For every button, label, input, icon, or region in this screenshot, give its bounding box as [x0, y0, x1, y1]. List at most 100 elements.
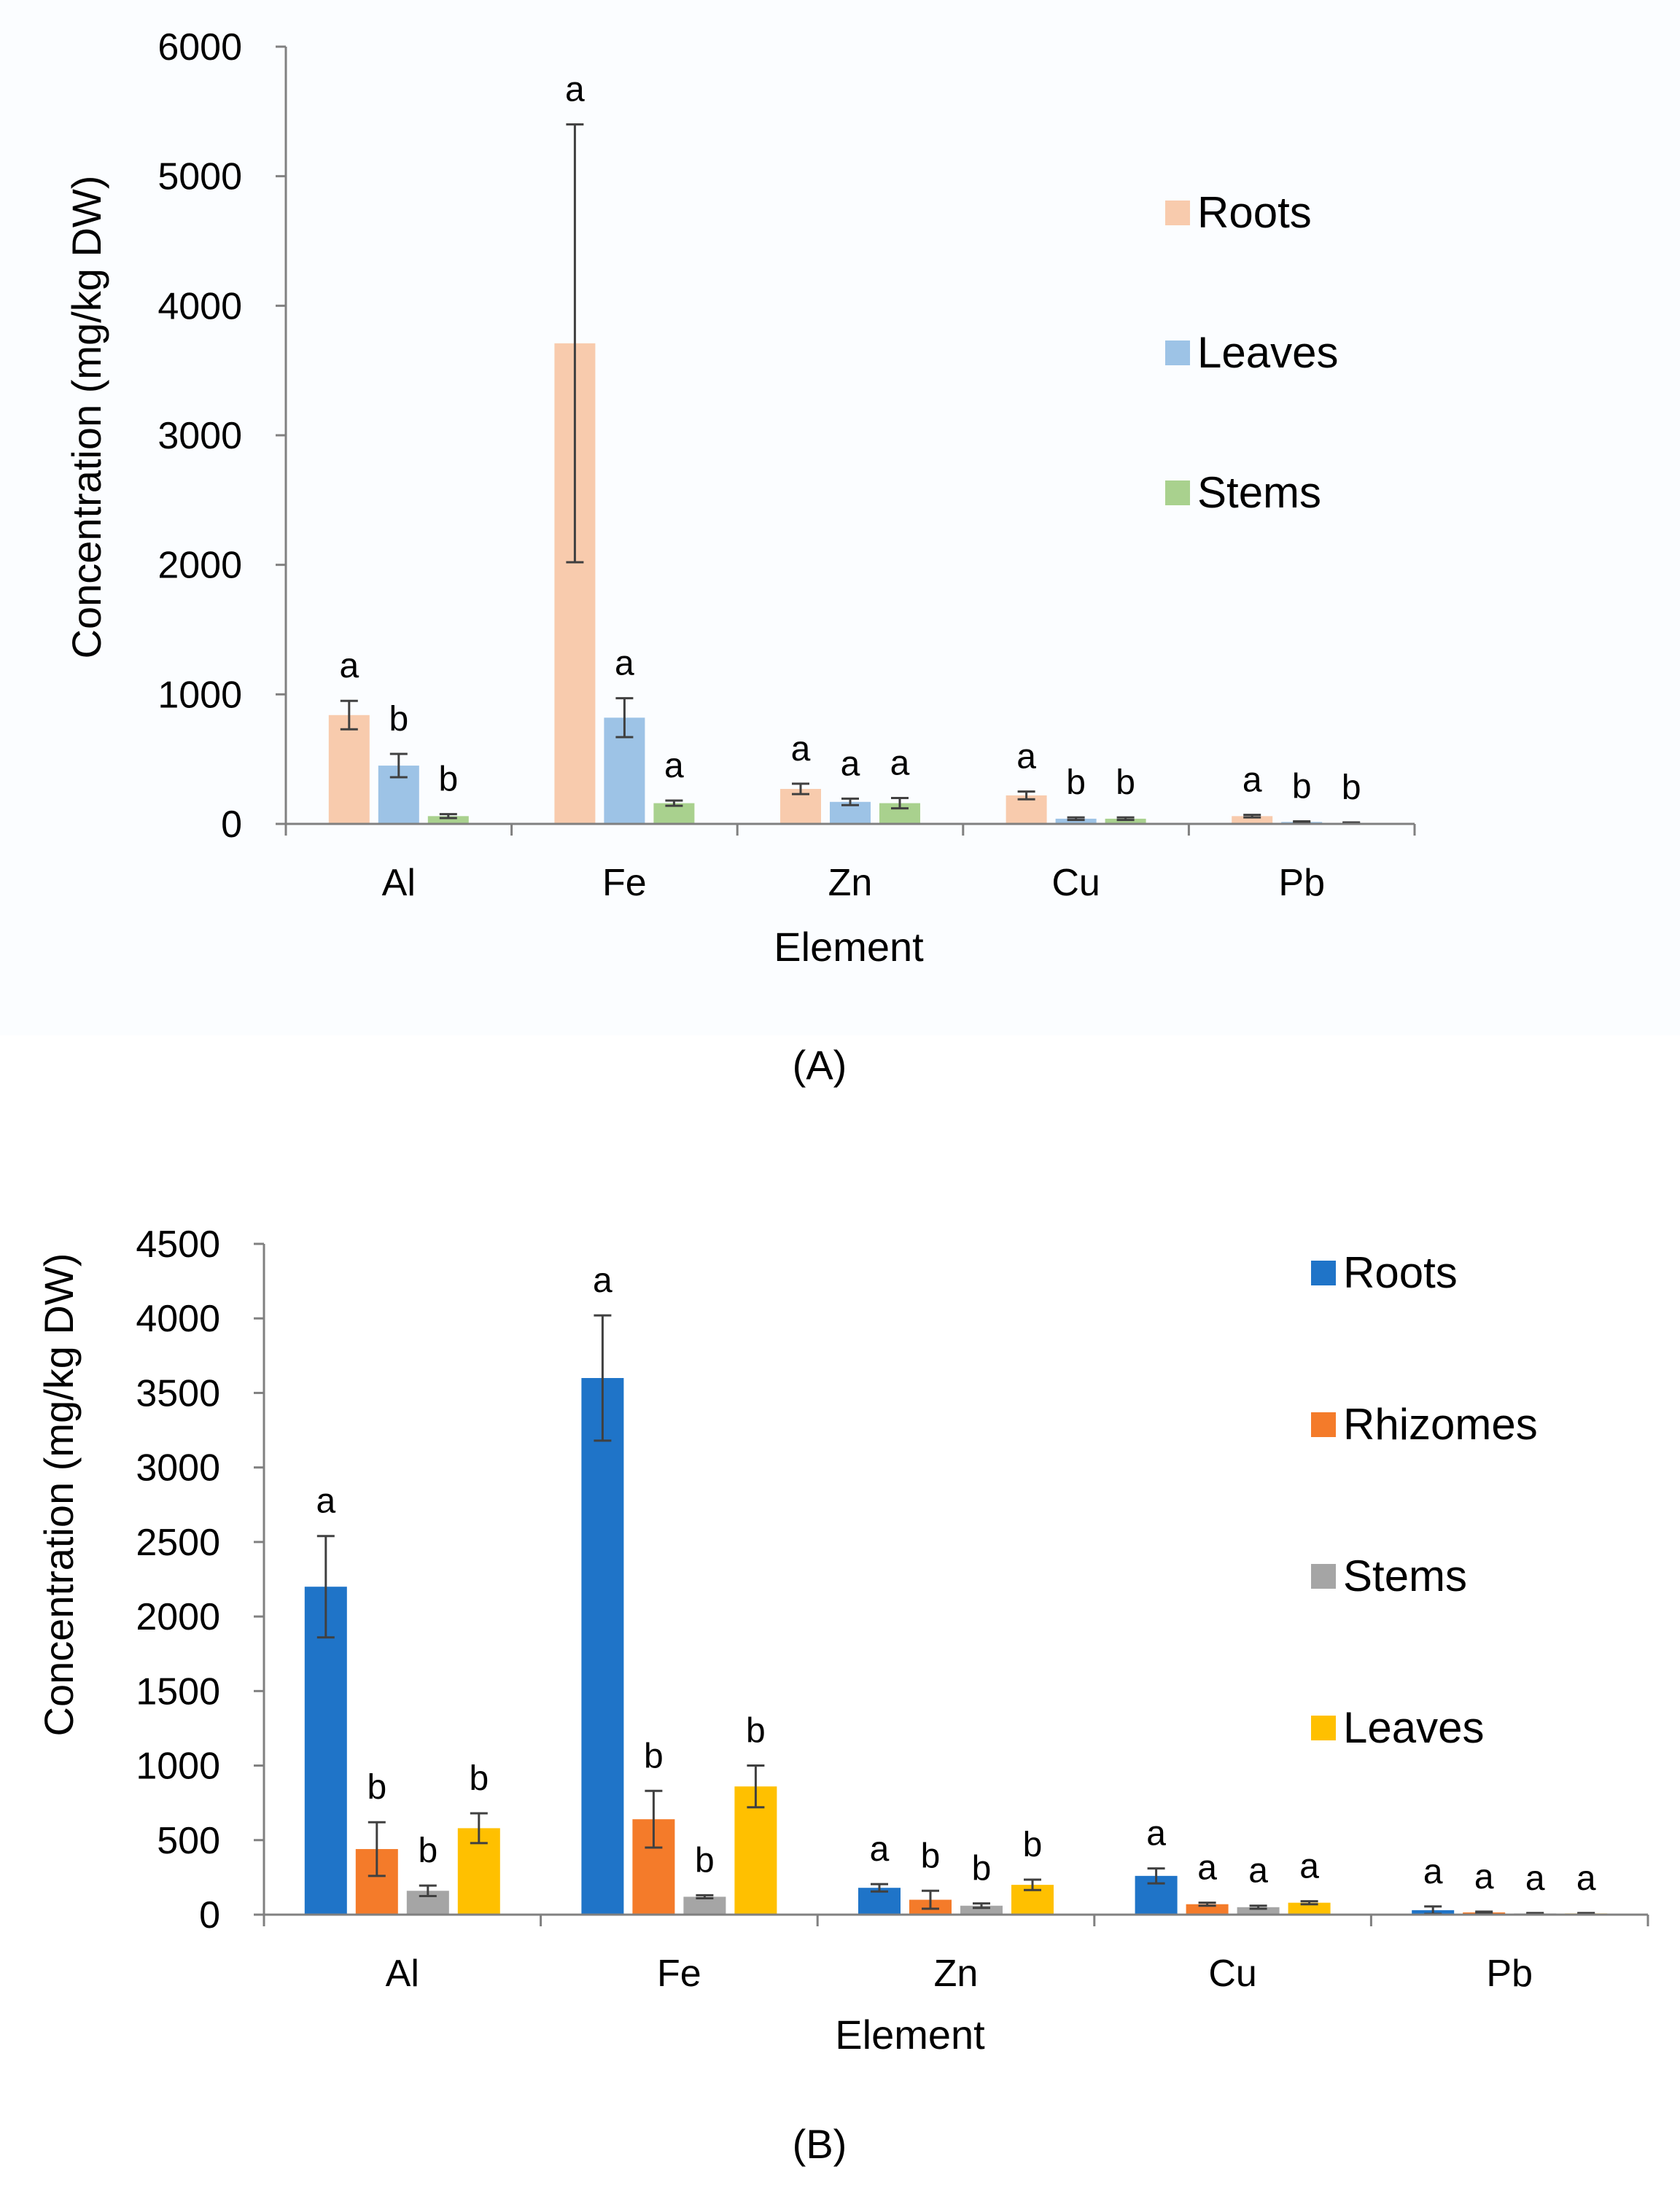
- chart-a-bar-roots-pb: [1232, 816, 1273, 824]
- chart-b-significance-letter: a: [316, 1482, 335, 1521]
- chart-a-x-tick-label-pb: Pb: [1278, 862, 1325, 904]
- chart-a-legend: Roots Leaves Stems: [1165, 188, 1338, 517]
- chart-a-x-tick-label-al: Al: [382, 862, 416, 904]
- chart-b-bar-roots-fe: [581, 1378, 624, 1915]
- chart-a-significance-letter: a: [1242, 761, 1262, 800]
- chart-b-error-bars: [316, 1314, 1595, 1915]
- chart-a-y-tick-label: 3000: [158, 415, 242, 457]
- chart-b-bar-roots-al: [304, 1587, 347, 1915]
- chart-b-significance-letter: a: [1146, 1815, 1166, 1853]
- chart-b-significance-letter: a: [1248, 1852, 1268, 1891]
- chart-b-x-tick-label-fe: Fe: [657, 1953, 701, 1995]
- chart-b-y-axis-title: Concentration (mg/kg DW): [36, 1253, 82, 1737]
- chart-b-bar-stems-zn: [960, 1905, 1003, 1915]
- chart-b-significance-letter: a: [1423, 1853, 1443, 1891]
- chart-a-legend-label-roots: Roots: [1197, 188, 1312, 237]
- chart-a-bar-stems-cu: [1105, 818, 1146, 824]
- chart-b-legend-label-roots: Roots: [1343, 1248, 1458, 1297]
- chart-b-y-tick-label: 0: [199, 1894, 220, 1937]
- chart-a-y-tick-label: 5000: [158, 156, 242, 198]
- chart-b-legend: Roots Rhizomes Stems Leaves: [1311, 1248, 1538, 1752]
- chart-a-significance-letter: a: [841, 744, 860, 783]
- panel-a-background: [0, 0, 1680, 1035]
- chart-a-legend-label-leaves: Leaves: [1197, 328, 1338, 377]
- chart-b-y-tick-label: 4500: [136, 1223, 220, 1266]
- chart-a-bar-stems-al: [427, 816, 469, 824]
- chart-b-bar-rhizomes-cu: [1186, 1904, 1229, 1915]
- chart-b-y-tick-label: 3500: [136, 1372, 220, 1414]
- chart-b-legend-label-leaves: Leaves: [1343, 1703, 1484, 1752]
- chart-b-significance-letter: b: [469, 1759, 489, 1798]
- chart-b-bar-leaves-cu: [1288, 1902, 1331, 1915]
- chart-a-significance-letter: b: [1116, 763, 1135, 802]
- chart-b-y-ticks: 0 500 1000 1500 2000 2500 3000 3500 4000 4500: [136, 1223, 264, 1937]
- chart-a-x-ticks: Al Fe Zn Cu Pb: [284, 824, 1416, 904]
- chart-b-legend-label-stems: Stems: [1343, 1552, 1467, 1600]
- chart-b-significance-letter: a: [1576, 1859, 1596, 1898]
- chart-b-significance-letter: a: [870, 1830, 890, 1869]
- chart-a-legend-swatch-leaves: [1165, 340, 1190, 365]
- chart-b-significance-letter: a: [1474, 1858, 1494, 1896]
- chart-a-y-tick-label: 0: [221, 803, 242, 846]
- chart-b-legend-label-rhizomes: Rhizomes: [1343, 1400, 1538, 1449]
- chart-b-y-tick-label: 1000: [136, 1745, 220, 1788]
- chart-a-y-axis-title: Concentration (mg/kg DW): [63, 176, 109, 659]
- chart-a-y-tick-label: 2000: [158, 545, 242, 587]
- chart-a-panel-label: (A): [793, 1042, 847, 1088]
- chart-b-y-tick-label: 1500: [136, 1670, 220, 1713]
- chart-a-legend-swatch-roots: [1165, 201, 1190, 225]
- chart-b-legend-swatch-rhizomes: [1311, 1412, 1336, 1437]
- chart-b-y-tick-label: 500: [157, 1820, 220, 1862]
- chart-b-significance-letter: b: [367, 1768, 386, 1807]
- chart-a-y-tick-label: 1000: [158, 674, 242, 716]
- chart-a-significance-letter: a: [664, 747, 684, 785]
- chart-b-x-axis-title: Element: [835, 2012, 985, 2058]
- chart-b-significance-letter: b: [1023, 1826, 1043, 1864]
- chart-b-significance-letter: b: [418, 1832, 438, 1870]
- chart-b-significance-letter: a: [1197, 1849, 1217, 1888]
- chart-a-significance-letter: a: [791, 730, 811, 768]
- chart-b-x-ticks: Al Fe Zn Cu Pb: [262, 1915, 1649, 1995]
- chart-b-x-tick-label-al: Al: [386, 1953, 419, 1995]
- chart-b-x-tick-label-pb: Pb: [1486, 1953, 1533, 1995]
- chart-b-bar-stems-fe: [683, 1896, 726, 1915]
- chart-a-bar-leaves-cu: [1055, 818, 1097, 824]
- chart-b-significance-letter: a: [1299, 1848, 1319, 1886]
- chart-a-significance-letter: b: [1292, 767, 1312, 806]
- chart-a-significance-letter: a: [1016, 738, 1036, 777]
- chart-b-significance-letter: a: [593, 1261, 612, 1300]
- chart-b-x-tick-label-cu: Cu: [1208, 1953, 1256, 1995]
- chart-a-significance-letter: b: [438, 760, 458, 799]
- chart-a-y-ticks: 0 1000 2000 3000 4000 5000 6000: [158, 26, 286, 846]
- chart-b-y-tick-label: 3000: [136, 1447, 220, 1490]
- chart-b-legend-swatch-roots: [1311, 1261, 1336, 1285]
- chart-b-bars: [304, 1378, 1608, 1915]
- chart-a-bar-roots-al: [328, 715, 370, 824]
- chart-a-x-tick-label-cu: Cu: [1051, 862, 1100, 904]
- chart-a-x-tick-label-fe: Fe: [602, 862, 647, 904]
- chart-b-x-tick-label-zn: Zn: [934, 1953, 979, 1995]
- chart-b-significance-letter: b: [746, 1712, 766, 1751]
- chart-b-y-tick-label: 2000: [136, 1596, 220, 1638]
- chart-a-legend-label-stems: Stems: [1197, 468, 1321, 517]
- chart-b-legend-swatch-stems: [1311, 1564, 1336, 1589]
- chart-a-x-tick-label-zn: Zn: [828, 862, 873, 904]
- chart-b-y-tick-label: 2500: [136, 1522, 220, 1564]
- chart-b-significance-letter: a: [1525, 1859, 1545, 1898]
- chart-b-significance-letter: b: [644, 1737, 664, 1775]
- chart-a-significance-letter: a: [565, 71, 585, 109]
- chart-a-significance-letter: b: [389, 700, 408, 739]
- chart-b-legend-swatch-leaves: [1311, 1716, 1336, 1740]
- chart-a-significance-letter: a: [890, 744, 910, 782]
- chart-a-y-tick-label: 6000: [158, 26, 242, 69]
- chart-b-significance-letter: b: [972, 1850, 992, 1888]
- chart-b-significance-letter: b: [695, 1841, 715, 1880]
- chart-a-significance-letter: a: [615, 645, 634, 683]
- chart-b-y-tick-label: 4000: [136, 1298, 220, 1340]
- chart-b-panel-label: (B): [793, 2121, 847, 2167]
